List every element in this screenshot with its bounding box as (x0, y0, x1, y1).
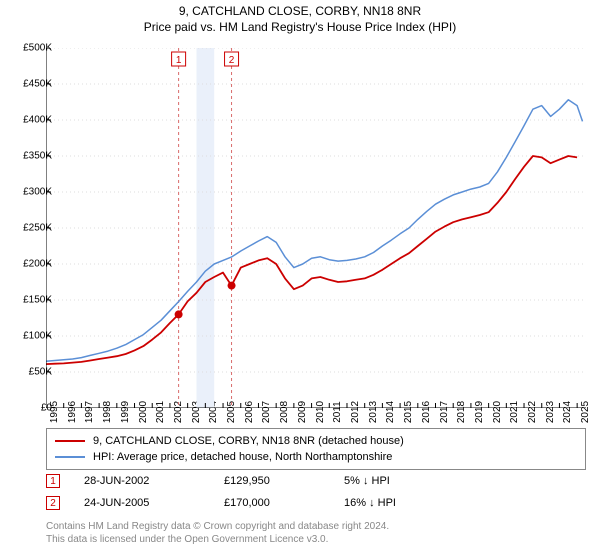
y-tick-label: £150K (2, 295, 52, 306)
sale-diff-2: 16% ↓ HPI (344, 497, 464, 509)
sale-diff-1: 5% ↓ HPI (344, 475, 464, 487)
legend: 9, CATCHLAND CLOSE, CORBY, NN18 8NR (det… (46, 428, 586, 470)
title-address: 9, CATCHLAND CLOSE, CORBY, NN18 8NR (0, 4, 600, 18)
sale-marker-1: 1 (46, 474, 60, 488)
svg-text:2: 2 (229, 55, 235, 66)
y-tick-label: £250K (2, 223, 52, 234)
sale-row-1: 1 28-JUN-2002 £129,950 5% ↓ HPI (46, 470, 586, 492)
sale-date-1: 28-JUN-2002 (84, 475, 224, 487)
chart-container: 9, CATCHLAND CLOSE, CORBY, NN18 8NR Pric… (0, 0, 600, 560)
sales-table: 1 28-JUN-2002 £129,950 5% ↓ HPI 2 24-JUN… (46, 470, 586, 514)
legend-swatch-hpi (55, 456, 85, 458)
y-tick-label: £400K (2, 115, 52, 126)
legend-label-hpi: HPI: Average price, detached house, Nort… (93, 451, 392, 463)
legend-label-price-paid: 9, CATCHLAND CLOSE, CORBY, NN18 8NR (det… (93, 435, 404, 447)
legend-row-price-paid: 9, CATCHLAND CLOSE, CORBY, NN18 8NR (det… (55, 433, 577, 449)
svg-text:1: 1 (176, 55, 182, 66)
title-subtitle: Price paid vs. HM Land Registry's House … (0, 20, 600, 34)
title-block: 9, CATCHLAND CLOSE, CORBY, NN18 8NR Pric… (0, 0, 600, 34)
chart-area: 12 (46, 48, 586, 408)
y-tick-label: £350K (2, 151, 52, 162)
sale-marker-2: 2 (46, 496, 60, 510)
y-tick-label: £450K (2, 79, 52, 90)
y-tick-label: £50K (2, 367, 52, 378)
sale-price-2: £170,000 (224, 497, 344, 509)
y-tick-label: £200K (2, 259, 52, 270)
legend-row-hpi: HPI: Average price, detached house, Nort… (55, 449, 577, 465)
y-tick-label: £0 (2, 403, 52, 414)
y-tick-label: £100K (2, 331, 52, 342)
y-tick-label: £300K (2, 187, 52, 198)
sale-price-1: £129,950 (224, 475, 344, 487)
plot-svg: 12 (46, 48, 586, 408)
legend-swatch-price-paid (55, 440, 85, 442)
footer-line2: This data is licensed under the Open Gov… (46, 533, 586, 546)
sale-row-2: 2 24-JUN-2005 £170,000 16% ↓ HPI (46, 492, 586, 514)
footer-line1: Contains HM Land Registry data © Crown c… (46, 520, 586, 533)
sale-date-2: 24-JUN-2005 (84, 497, 224, 509)
y-tick-label: £500K (2, 43, 52, 54)
footer: Contains HM Land Registry data © Crown c… (46, 520, 586, 546)
